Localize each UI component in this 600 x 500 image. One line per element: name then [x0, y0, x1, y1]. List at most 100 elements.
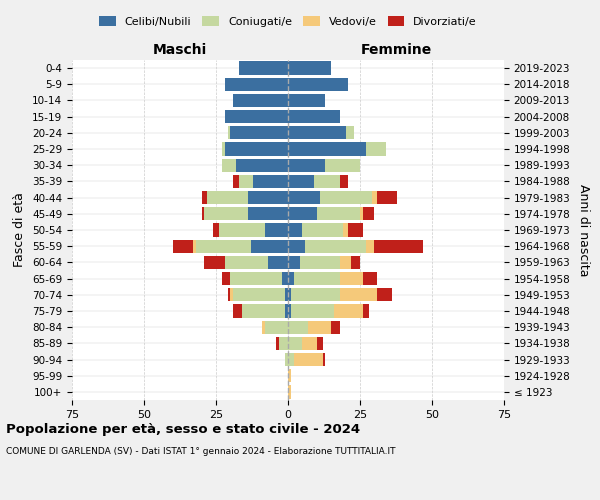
Bar: [343, 224, 349, 236]
Bar: [294, 353, 323, 366]
Text: Femmine: Femmine: [361, 44, 431, 58]
Bar: [377, 288, 392, 302]
Bar: [288, 126, 346, 140]
Bar: [288, 158, 325, 172]
Bar: [308, 320, 331, 334]
Bar: [346, 126, 354, 140]
Bar: [299, 256, 340, 269]
Bar: [202, 207, 205, 220]
Bar: [288, 272, 294, 285]
Bar: [340, 272, 363, 285]
Bar: [340, 288, 377, 302]
Legend: Celibi/Nubili, Coniugati/e, Vedovi/e, Divorziati/e: Celibi/Nubili, Coniugati/e, Vedovi/e, Di…: [99, 16, 477, 27]
Bar: [288, 336, 302, 350]
Bar: [317, 336, 323, 350]
Text: Maschi: Maschi: [153, 44, 207, 58]
Bar: [251, 240, 288, 253]
Bar: [233, 304, 242, 318]
Bar: [230, 272, 282, 285]
Bar: [288, 94, 325, 107]
Bar: [205, 207, 248, 220]
Bar: [302, 224, 343, 236]
Bar: [193, 240, 196, 253]
Bar: [253, 175, 288, 188]
Bar: [288, 320, 308, 334]
Bar: [222, 158, 236, 172]
Bar: [227, 288, 230, 302]
Bar: [360, 207, 363, 220]
Bar: [239, 62, 288, 74]
Bar: [291, 304, 334, 318]
Bar: [305, 240, 366, 253]
Bar: [248, 191, 288, 204]
Bar: [323, 353, 325, 366]
Bar: [288, 256, 299, 269]
Bar: [233, 175, 239, 188]
Bar: [363, 207, 374, 220]
Bar: [222, 272, 230, 285]
Bar: [325, 158, 360, 172]
Bar: [288, 386, 291, 398]
Bar: [230, 126, 288, 140]
Bar: [340, 256, 352, 269]
Bar: [202, 191, 208, 204]
Bar: [302, 336, 317, 350]
Bar: [173, 240, 193, 253]
Bar: [288, 110, 340, 124]
Bar: [334, 304, 363, 318]
Bar: [227, 126, 230, 140]
Bar: [363, 304, 368, 318]
Bar: [320, 191, 371, 204]
Bar: [224, 78, 288, 91]
Bar: [352, 256, 360, 269]
Bar: [242, 304, 285, 318]
Bar: [230, 288, 233, 302]
Bar: [288, 288, 291, 302]
Bar: [288, 175, 314, 188]
Bar: [222, 142, 224, 156]
Bar: [268, 256, 288, 269]
Bar: [314, 175, 340, 188]
Bar: [285, 304, 288, 318]
Text: COMUNE DI GARLENDA (SV) - Dati ISTAT 1° gennaio 2024 - Elaborazione TUTTITALIA.I: COMUNE DI GARLENDA (SV) - Dati ISTAT 1° …: [6, 448, 395, 456]
Bar: [288, 353, 294, 366]
Bar: [288, 304, 291, 318]
Bar: [236, 158, 288, 172]
Bar: [280, 336, 288, 350]
Bar: [294, 272, 340, 285]
Bar: [196, 240, 251, 253]
Bar: [288, 191, 320, 204]
Bar: [239, 175, 253, 188]
Bar: [288, 142, 366, 156]
Bar: [291, 288, 340, 302]
Bar: [282, 272, 288, 285]
Bar: [277, 336, 280, 350]
Bar: [366, 240, 374, 253]
Bar: [248, 207, 288, 220]
Bar: [205, 256, 224, 269]
Bar: [224, 256, 268, 269]
Y-axis label: Fasce di età: Fasce di età: [13, 192, 26, 268]
Bar: [224, 142, 288, 156]
Bar: [349, 224, 363, 236]
Bar: [288, 224, 302, 236]
Bar: [288, 369, 291, 382]
Bar: [363, 272, 377, 285]
Bar: [288, 207, 317, 220]
Bar: [262, 320, 265, 334]
Bar: [288, 78, 349, 91]
Bar: [285, 353, 288, 366]
Bar: [208, 191, 248, 204]
Bar: [317, 207, 360, 220]
Bar: [224, 110, 288, 124]
Y-axis label: Anni di nascita: Anni di nascita: [577, 184, 590, 276]
Bar: [285, 288, 288, 302]
Bar: [371, 191, 377, 204]
Bar: [374, 240, 424, 253]
Bar: [219, 224, 265, 236]
Bar: [340, 175, 349, 188]
Bar: [233, 288, 285, 302]
Bar: [288, 240, 305, 253]
Bar: [233, 94, 288, 107]
Bar: [265, 224, 288, 236]
